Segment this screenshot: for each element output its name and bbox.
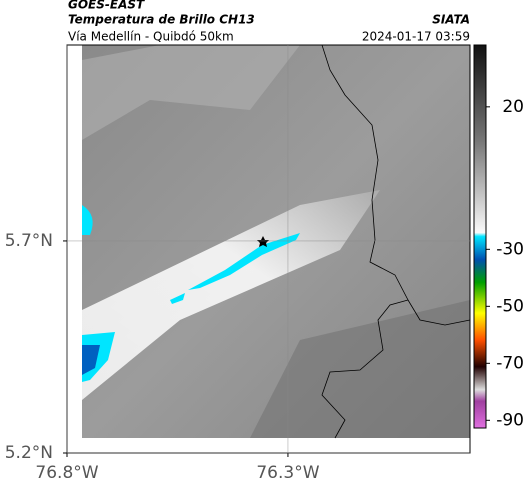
route: Vía Medellín - Quibdó 50km bbox=[68, 30, 234, 44]
source: GOES-EAST bbox=[68, 0, 145, 12]
colorbar bbox=[473, 44, 487, 429]
colorbar-tick-label: -30 bbox=[496, 239, 524, 259]
location-star bbox=[257, 236, 269, 247]
y-tick-label: 5.2°N bbox=[5, 443, 53, 463]
colorbar-tick-label: 20 bbox=[502, 97, 524, 117]
timestamp: 2024-01-17 03:59 bbox=[362, 30, 470, 44]
colorbar-tick-label: -90 bbox=[496, 410, 524, 430]
y-tick-label: 5.7°N bbox=[5, 231, 53, 251]
brand: SIATA bbox=[432, 13, 470, 27]
map-image bbox=[82, 44, 471, 439]
colorbar-tick-label: -70 bbox=[496, 353, 524, 373]
colorbar-tick-label: -50 bbox=[496, 296, 524, 316]
x-tick-label: 76.3°W bbox=[256, 463, 319, 483]
x-tick-label: 76.8°W bbox=[35, 463, 98, 483]
title: Temperatura de Brillo CH13 bbox=[68, 13, 255, 27]
